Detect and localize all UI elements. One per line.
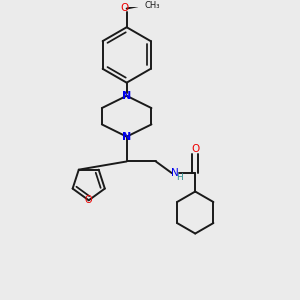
Text: O: O	[191, 144, 200, 154]
Text: O: O	[120, 3, 128, 13]
Text: CH₃: CH₃	[144, 1, 160, 10]
Text: N: N	[171, 168, 179, 178]
Text: O: O	[85, 195, 92, 205]
Text: H: H	[176, 173, 183, 182]
Text: N: N	[122, 91, 131, 101]
Text: N: N	[122, 132, 131, 142]
